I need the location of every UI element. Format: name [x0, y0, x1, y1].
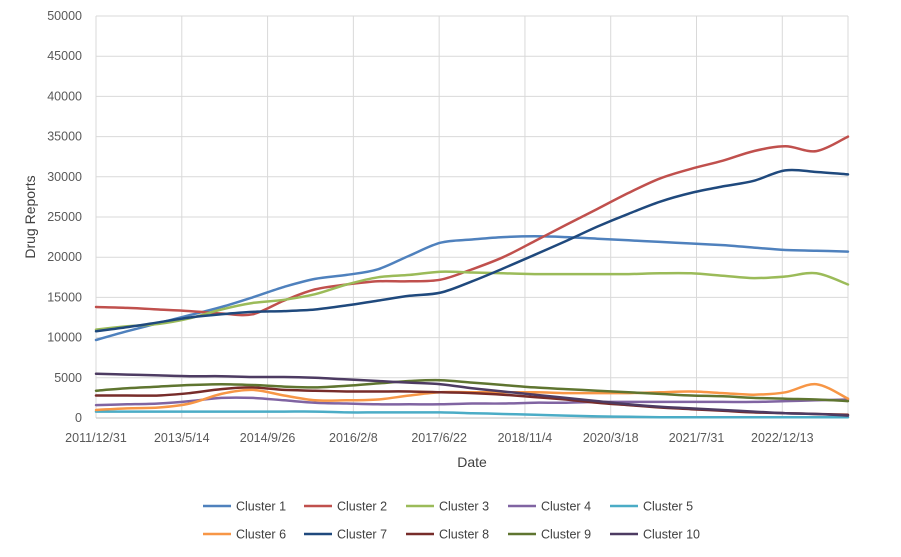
series-line-cluster-4 [94, 396, 850, 407]
legend-item-cluster-8: Cluster 8 [406, 528, 489, 542]
legend-label: Cluster 4 [541, 500, 591, 514]
legend-label: Cluster 1 [236, 500, 286, 514]
series-line-cluster-1 [94, 235, 850, 342]
x-tick-label: 2020/3/18 [583, 431, 639, 445]
y-tick-label: 10000 [47, 331, 82, 345]
y-tick-label: 5000 [54, 371, 82, 385]
y-tick-label: 45000 [47, 49, 82, 63]
x-tick-label: 2022/12/13 [751, 431, 814, 445]
axes: 0 5000 10000 15000 20000 25000 30000 35000 40000… [47, 9, 848, 445]
x-tick-label: 2017/6/22 [411, 431, 467, 445]
series-line-cluster-3 [94, 270, 850, 331]
series-line-cluster-7 [94, 168, 850, 333]
legend-item-cluster-9: Cluster 9 [508, 528, 591, 542]
gridlines [95, 15, 849, 418]
legend-label: Cluster 9 [541, 528, 591, 542]
series-line-cluster-10 [94, 372, 850, 417]
y-axis-title: Drug Reports [22, 175, 38, 258]
legend-item-cluster-7: Cluster 7 [304, 528, 387, 542]
x-tick-label: 2018/11/4 [498, 431, 553, 445]
x-tick-label: 2014/9/26 [240, 431, 296, 445]
x-tick-label: 2013/5/14 [154, 431, 210, 445]
series-line-cluster-5 [94, 410, 850, 419]
y-tick-label: 15000 [47, 290, 82, 304]
legend-item-cluster-10: Cluster 10 [610, 528, 700, 542]
legend-item-cluster-6: Cluster 6 [203, 528, 286, 542]
y-tick-label: 30000 [47, 170, 82, 184]
y-tick-label: 40000 [47, 89, 82, 103]
y-tick-label: 0 [75, 411, 82, 425]
series-line-cluster-9 [94, 378, 850, 403]
legend-item-cluster-3: Cluster 3 [406, 500, 489, 514]
legend-label: Cluster 2 [337, 500, 387, 514]
legend-label: Cluster 3 [439, 500, 489, 514]
legend-label: Cluster 5 [643, 500, 693, 514]
series-lines [94, 135, 850, 419]
legend-label: Cluster 10 [643, 528, 700, 542]
x-tick-label: 2021/7/31 [669, 431, 725, 445]
y-tick-label: 25000 [47, 210, 82, 224]
legend-item-cluster-4: Cluster 4 [508, 500, 591, 514]
legend-item-cluster-2: Cluster 2 [304, 500, 387, 514]
legend-item-cluster-1: Cluster 1 [203, 500, 286, 514]
y-tick-label: 20000 [47, 250, 82, 264]
legend-item-cluster-5: Cluster 5 [610, 500, 693, 514]
legend-label: Cluster 8 [439, 528, 489, 542]
x-axis-title: Date [457, 454, 487, 470]
legend: Cluster 1 Cluster 2 Cluster 3 Cluster 4 Clus… [203, 500, 700, 542]
legend-label: Cluster 7 [337, 528, 387, 542]
x-tick-label: 2011/12/31 [65, 431, 127, 445]
legend-label: Cluster 6 [236, 528, 286, 542]
x-tick-label: 2016/2/8 [329, 431, 378, 445]
y-tick-label: 35000 [47, 130, 82, 144]
y-tick-label: 50000 [47, 9, 82, 23]
series-line-cluster-2 [94, 135, 850, 317]
